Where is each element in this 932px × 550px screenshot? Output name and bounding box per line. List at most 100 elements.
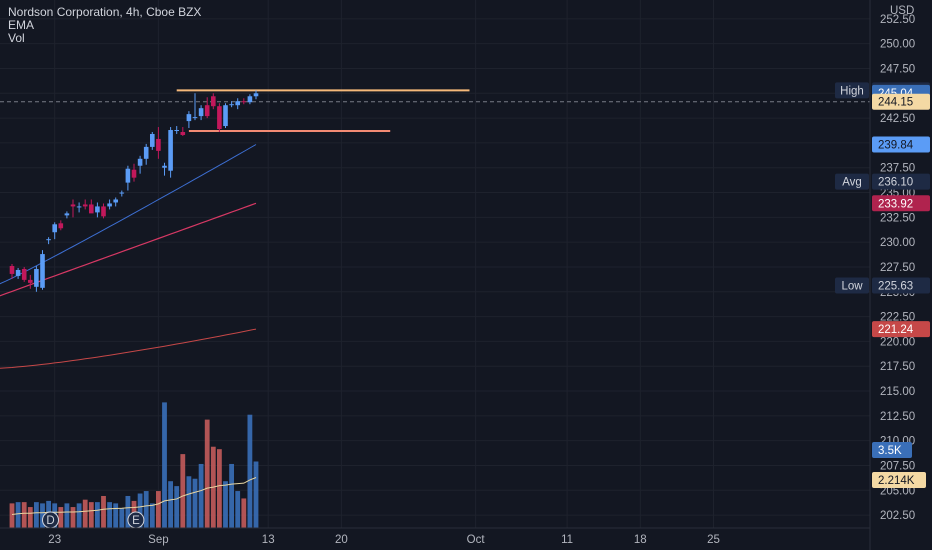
candle-body [89, 204, 94, 214]
price-tick-label: 242.50 [880, 113, 915, 125]
volume-bar [168, 481, 173, 528]
candle-body [76, 206, 82, 208]
volume-bar [253, 461, 259, 528]
price-tick-label: 237.50 [880, 163, 915, 175]
volume-bar [204, 419, 210, 528]
candle-body [150, 133, 155, 147]
candle-body [82, 204, 88, 207]
volume-bar [162, 402, 167, 528]
candle-body [21, 268, 27, 280]
candle-body [70, 204, 76, 207]
candle-body [125, 168, 131, 183]
price-tick-label: 220.00 [880, 336, 915, 348]
price-tick-label: 232.50 [880, 212, 915, 224]
event-marker-label: D [46, 515, 54, 527]
candle-body [101, 206, 106, 217]
volume-last-tag [872, 442, 912, 458]
candle-body [15, 269, 21, 276]
volume-bar [192, 478, 198, 528]
candle-body [162, 165, 167, 168]
avg-side-tag [835, 173, 869, 190]
time-tick-label: 18 [634, 534, 647, 546]
volume-bar [101, 495, 106, 528]
volume-bar [70, 507, 76, 528]
avg-side-tag-text: Avg [842, 177, 862, 189]
volume-bar [180, 454, 186, 528]
volume-bar [58, 507, 64, 528]
ema-slow-tag-text: 221.24 [878, 324, 914, 336]
low-side-tag [835, 277, 869, 294]
chart-legend: Nordson Corporation, 4h, Cboe BZX EMA Vo… [8, 6, 201, 45]
volume-bar [235, 491, 241, 528]
candle-body [131, 169, 137, 178]
event-marker-label: E [132, 515, 140, 527]
candle-body [113, 199, 118, 203]
candle-body [174, 130, 179, 132]
candle-body [46, 239, 51, 241]
time-axis[interactable]: 23 Sep 13 20 Oct 11 18 25 [0, 527, 870, 546]
candle-body [168, 130, 173, 171]
volume-ma-tag [872, 472, 926, 488]
volume-bar [76, 503, 82, 528]
candle-body [107, 203, 112, 207]
volume-bar [247, 414, 253, 528]
price-tick-label: 217.50 [880, 361, 915, 373]
price-tick-label: 215.00 [880, 386, 915, 398]
candle-body [204, 105, 210, 117]
candle-body [40, 254, 45, 288]
time-tick-label: 25 [707, 534, 720, 546]
low-value-text: 225.63 [878, 281, 913, 293]
candle-body [186, 114, 192, 122]
ema-fast-tag-text: 239.84 [878, 140, 914, 152]
candle-body [64, 213, 70, 216]
price-tick-label: 205.00 [880, 485, 915, 497]
volume-ma-text: 2.214K [878, 475, 915, 487]
volume-pane [9, 402, 259, 528]
candle-body [253, 93, 259, 97]
volume-bar [21, 502, 27, 528]
avg-value-tag [872, 173, 930, 190]
volume-bar [174, 486, 180, 528]
time-tick-label: 23 [48, 534, 61, 546]
price-tick-label: 202.50 [880, 510, 915, 522]
legend-ema[interactable]: EMA [8, 18, 35, 32]
price-tags: High245.30245.04244.15239.84Avg236.10233… [835, 82, 930, 488]
volume-bar [119, 508, 125, 528]
candle-body [235, 101, 240, 106]
volume-bar [186, 476, 192, 528]
price-tick-label: 212.50 [880, 411, 915, 423]
volume-bar [143, 491, 149, 528]
candle-body [198, 108, 204, 117]
legend-vol[interactable]: Vol [8, 31, 25, 45]
time-tick-label: Oct [467, 534, 486, 546]
candle-body [217, 106, 222, 130]
price-tick-label: 207.50 [880, 460, 915, 472]
volume-bar [64, 503, 70, 528]
volume-bar [149, 503, 155, 528]
candle-body [95, 206, 100, 213]
candle-body [229, 104, 234, 106]
volume-bar [113, 503, 119, 528]
time-tick-label: 20 [335, 534, 348, 546]
candle-body [156, 138, 161, 151]
candle-body [137, 158, 143, 166]
candle-body [211, 96, 216, 107]
candle-body [180, 132, 186, 135]
legend-symbol[interactable]: Nordson Corporation, 4h, Cboe BZX [8, 5, 202, 19]
high-side-tag [835, 82, 869, 99]
ema-fast-tag [872, 136, 930, 153]
ema-mid-tag-text: 233.92 [878, 198, 913, 210]
volume-bar [88, 502, 94, 528]
price-tick-label: 222.50 [880, 312, 915, 324]
currency-label[interactable]: USD [890, 5, 914, 17]
candle-body [28, 279, 33, 283]
volume-bar [198, 463, 204, 528]
volume-bar [9, 503, 15, 528]
volume-bar [27, 507, 33, 528]
ema-fast-line [0, 144, 257, 285]
candle-body [34, 268, 39, 287]
volume-bar [241, 498, 247, 528]
time-tick-label: 13 [262, 534, 275, 546]
